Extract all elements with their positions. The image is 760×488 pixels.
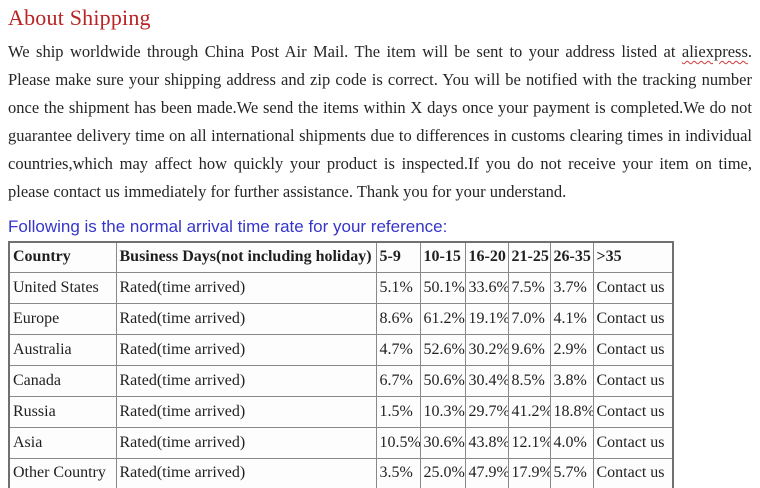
rate-cell: 17.9% <box>507 457 551 488</box>
rate-cell: 50.6% <box>419 364 466 397</box>
aliexpress-word: aliexpress <box>681 42 748 61</box>
table-row: Russia Rated(time arrived) 1.5% 10.3% 29.7% 4… <box>8 395 674 428</box>
rating-label-cell: Rated(time arrived) <box>115 457 377 488</box>
rate-cell: 12.1% <box>507 426 551 459</box>
contact-us-cell: Contact us <box>592 457 674 488</box>
rate-cell: 61.2% <box>419 302 466 335</box>
table-row: Australia Rated(time arrived) 4.7% 52.6% 30.… <box>8 333 674 366</box>
country-cell: Russia <box>8 395 117 428</box>
rate-cell: 3.5% <box>375 457 421 488</box>
table-row: Europe Rated(time arrived) 8.6% 61.2% 19.1% 7… <box>8 302 674 335</box>
rate-cell: 43.8% <box>464 426 509 459</box>
rating-label-cell: Rated(time arrived) <box>115 271 377 304</box>
rate-cell: 7.0% <box>507 302 551 335</box>
rate-cell: 10.3% <box>419 395 466 428</box>
column-header: 21-25 <box>507 241 551 273</box>
contact-us-cell: Contact us <box>592 302 674 335</box>
rate-cell: 8.5% <box>507 364 551 397</box>
rate-cell: 3.7% <box>549 271 594 304</box>
country-cell: United States <box>8 271 117 304</box>
table-row: Other Country Rated(time arrived) 3.5% 25.0… <box>8 457 674 488</box>
rating-label-cell: Rated(time arrived) <box>115 426 377 459</box>
rate-cell: 8.6% <box>375 302 421 335</box>
rate-cell: 3.8% <box>549 364 594 397</box>
table-row: United States Rated(time arrived) 5.1% 50.1… <box>8 271 674 304</box>
shipping-description: We ship worldwide through China Post Air… <box>8 38 752 206</box>
country-cell: Other Country <box>8 457 117 488</box>
rating-label-cell: Rated(time arrived) <box>115 333 377 366</box>
rate-cell: 5.1% <box>375 271 421 304</box>
table-row: Canada Rated(time arrived) 6.7% 50.6% 30.4% 8… <box>8 364 674 397</box>
rate-cell: 7.5% <box>507 271 551 304</box>
rate-cell: 47.9% <box>464 457 509 488</box>
rate-cell: 30.4% <box>464 364 509 397</box>
column-header: 16-20 <box>464 241 509 273</box>
contact-us-cell: Contact us <box>592 426 674 459</box>
rate-cell: 33.6% <box>464 271 509 304</box>
column-header: >35 <box>592 241 674 273</box>
rating-label-cell: Rated(time arrived) <box>115 302 377 335</box>
column-header: 5-9 <box>375 241 421 273</box>
rate-cell: 5.7% <box>549 457 594 488</box>
table-row: Asia Rated(time arrived) 10.5% 30.6% 43.8% 12… <box>8 426 674 459</box>
country-cell: Europe <box>8 302 117 335</box>
rate-cell: 29.7% <box>464 395 509 428</box>
table-header-row: Country Business Days(not including holid… <box>8 241 674 273</box>
country-cell: Australia <box>8 333 117 366</box>
rate-cell: 6.7% <box>375 364 421 397</box>
description-text-after: . Please make sure your shipping address… <box>8 42 752 201</box>
rate-cell: 50.1% <box>419 271 466 304</box>
rate-cell: 41.2% <box>507 395 551 428</box>
rating-label-cell: Rated(time arrived) <box>115 364 377 397</box>
rate-cell: 30.2% <box>464 333 509 366</box>
rate-cell: 52.6% <box>419 333 466 366</box>
country-cell: Canada <box>8 364 117 397</box>
rate-cell: 9.6% <box>507 333 551 366</box>
contact-us-cell: Contact us <box>592 395 674 428</box>
rate-cell: 2.9% <box>549 333 594 366</box>
arrival-time-rate-table: Country Business Days(not including holid… <box>8 241 674 488</box>
rate-cell: 10.5% <box>375 426 421 459</box>
rate-cell: 30.6% <box>419 426 466 459</box>
column-header: Business Days(not including holiday) <box>115 241 377 273</box>
table-body: United States Rated(time arrived) 5.1% 50.1… <box>8 271 674 488</box>
page-title: About Shipping <box>8 5 151 30</box>
column-header: 10-15 <box>419 241 466 273</box>
rate-cell: 4.7% <box>375 333 421 366</box>
rate-cell: 4.1% <box>549 302 594 335</box>
contact-us-cell: Contact us <box>592 364 674 397</box>
contact-us-cell: Contact us <box>592 333 674 366</box>
column-header: Country <box>8 241 117 273</box>
table-caption: Following is the normal arrival time rat… <box>8 217 448 236</box>
rate-cell: 19.1% <box>464 302 509 335</box>
column-header: 26-35 <box>549 241 594 273</box>
description-text-before: We ship worldwide through China Post Air… <box>8 42 682 61</box>
country-cell: Asia <box>8 426 117 459</box>
contact-us-cell: Contact us <box>592 271 674 304</box>
rate-cell: 1.5% <box>375 395 421 428</box>
rate-cell: 25.0% <box>419 457 466 488</box>
rating-label-cell: Rated(time arrived) <box>115 395 377 428</box>
rate-cell: 18.8% <box>549 395 594 428</box>
rate-cell: 4.0% <box>549 426 594 459</box>
